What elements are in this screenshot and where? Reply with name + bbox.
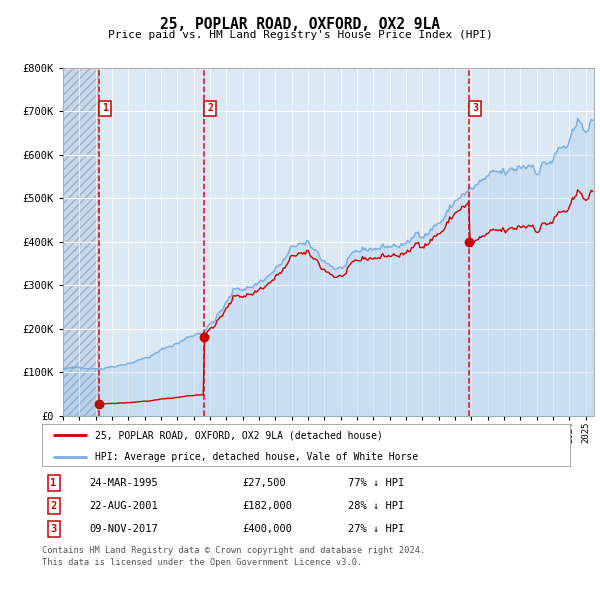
Text: 27% ↓ HPI: 27% ↓ HPI [348,524,404,534]
Text: 25, POPLAR ROAD, OXFORD, OX2 9LA (detached house): 25, POPLAR ROAD, OXFORD, OX2 9LA (detach… [95,430,383,440]
Text: Contains HM Land Registry data © Crown copyright and database right 2024.: Contains HM Land Registry data © Crown c… [42,546,425,555]
Text: 1: 1 [102,103,108,113]
Text: HPI: Average price, detached house, Vale of White Horse: HPI: Average price, detached house, Vale… [95,452,418,462]
Text: 24-MAR-1995: 24-MAR-1995 [89,478,158,488]
Bar [63,68,99,416]
Text: This data is licensed under the Open Government Licence v3.0.: This data is licensed under the Open Gov… [42,558,362,567]
Bar [63,68,99,416]
Text: 77% ↓ HPI: 77% ↓ HPI [348,478,404,488]
Text: 2: 2 [207,103,213,113]
Text: 3: 3 [50,524,57,534]
Text: 28% ↓ HPI: 28% ↓ HPI [348,501,404,511]
Text: £27,500: £27,500 [242,478,286,488]
Text: Price paid vs. HM Land Registry's House Price Index (HPI): Price paid vs. HM Land Registry's House … [107,30,493,40]
Text: 2: 2 [50,501,57,511]
Text: 1: 1 [50,478,57,488]
Text: £400,000: £400,000 [242,524,293,534]
Text: £182,000: £182,000 [242,501,293,511]
Text: 25, POPLAR ROAD, OXFORD, OX2 9LA: 25, POPLAR ROAD, OXFORD, OX2 9LA [160,17,440,31]
Text: 22-AUG-2001: 22-AUG-2001 [89,501,158,511]
Text: 3: 3 [472,103,478,113]
Text: 09-NOV-2017: 09-NOV-2017 [89,524,158,534]
